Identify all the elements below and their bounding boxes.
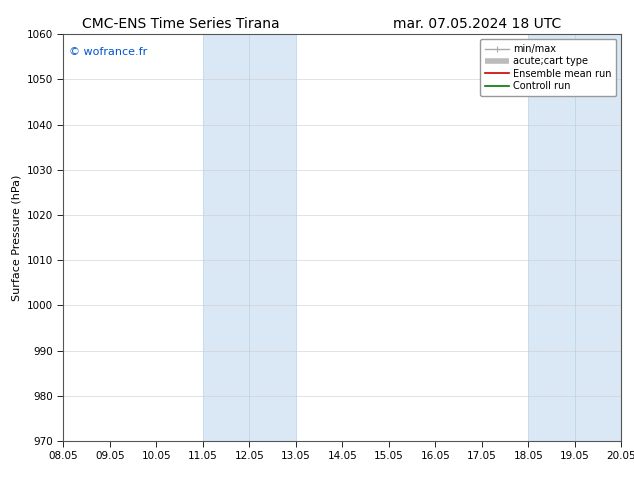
- Text: CMC-ENS Time Series Tirana: CMC-ENS Time Series Tirana: [82, 17, 280, 31]
- Text: © wofrance.fr: © wofrance.fr: [69, 47, 147, 56]
- Y-axis label: Surface Pressure (hPa): Surface Pressure (hPa): [11, 174, 21, 301]
- Bar: [528, 34, 575, 441]
- Legend: min/max, acute;cart type, Ensemble mean run, Controll run: min/max, acute;cart type, Ensemble mean …: [480, 39, 616, 96]
- Bar: [203, 34, 249, 441]
- Bar: [249, 34, 296, 441]
- Text: mar. 07.05.2024 18 UTC: mar. 07.05.2024 18 UTC: [393, 17, 561, 31]
- Bar: [575, 34, 621, 441]
